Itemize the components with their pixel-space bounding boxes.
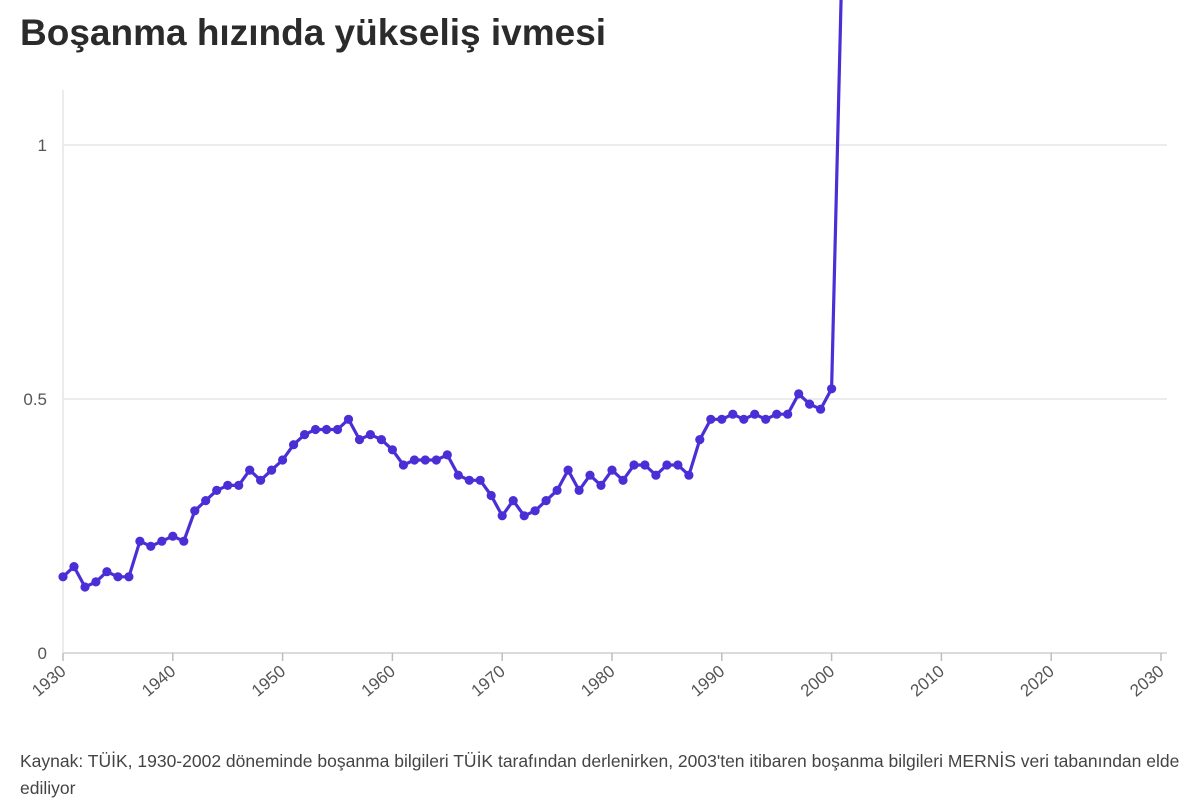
data-point[interactable] bbox=[442, 450, 452, 460]
x-tick-label: 2030 bbox=[1126, 662, 1167, 701]
data-point[interactable] bbox=[267, 465, 277, 475]
data-point[interactable] bbox=[574, 485, 584, 495]
data-point[interactable] bbox=[387, 445, 397, 455]
data-point[interactable] bbox=[190, 506, 200, 516]
data-point[interactable] bbox=[124, 572, 134, 582]
data-point[interactable] bbox=[102, 567, 112, 577]
data-point[interactable] bbox=[816, 404, 826, 414]
data-point[interactable] bbox=[464, 475, 474, 485]
x-tick-label: 1950 bbox=[248, 662, 289, 701]
data-point[interactable] bbox=[486, 490, 496, 501]
x-tick-label: 1940 bbox=[138, 662, 179, 701]
data-point[interactable] bbox=[739, 414, 749, 424]
gridlines bbox=[62, 90, 1167, 654]
data-point[interactable] bbox=[135, 536, 145, 546]
data-point[interactable] bbox=[585, 470, 595, 480]
data-point[interactable] bbox=[289, 440, 299, 450]
data-point[interactable] bbox=[794, 389, 804, 399]
data-point[interactable] bbox=[343, 414, 354, 424]
data-point[interactable] bbox=[332, 424, 343, 435]
data-point[interactable] bbox=[651, 470, 661, 480]
data-point[interactable] bbox=[750, 409, 760, 419]
data-point[interactable] bbox=[684, 470, 694, 480]
x-axis: 1930 1940 1950 1960 1970 1980 1990 2000 2010 2020… bbox=[28, 653, 1168, 701]
data-points bbox=[58, 384, 837, 592]
data-point[interactable] bbox=[552, 485, 562, 495]
data-point[interactable] bbox=[728, 409, 738, 419]
data-point[interactable] bbox=[618, 475, 628, 485]
data-point[interactable] bbox=[354, 435, 365, 445]
x-tick-label: 2020 bbox=[1017, 662, 1058, 701]
data-point[interactable] bbox=[409, 455, 419, 465]
data-point[interactable] bbox=[508, 496, 518, 506]
data-point[interactable] bbox=[783, 409, 793, 419]
data-point[interactable] bbox=[497, 511, 507, 521]
data-point[interactable] bbox=[629, 460, 639, 470]
data-point[interactable] bbox=[365, 430, 375, 440]
series-line bbox=[61, 0, 843, 589]
data-point[interactable] bbox=[398, 460, 408, 470]
source-note: Kaynak: TÜİK, 1930-2002 döneminde boşanm… bbox=[20, 751, 1180, 798]
data-point[interactable] bbox=[300, 430, 310, 440]
data-point[interactable] bbox=[805, 399, 815, 409]
line-chart: 00.511.52 193019401950196019701980199020… bbox=[23, 0, 1168, 701]
data-point[interactable] bbox=[278, 455, 288, 465]
data-point[interactable] bbox=[245, 465, 255, 475]
data-point[interactable] bbox=[168, 531, 178, 541]
data-point[interactable] bbox=[157, 536, 167, 546]
data-point[interactable] bbox=[431, 455, 441, 465]
data-point[interactable] bbox=[179, 536, 189, 546]
x-tick-label: 1990 bbox=[687, 662, 728, 701]
data-point[interactable] bbox=[69, 562, 79, 572]
data-point[interactable] bbox=[146, 541, 156, 551]
chart-title: Boşanma hızında yükseliş ivmesi bbox=[20, 12, 607, 53]
data-point[interactable] bbox=[58, 572, 68, 582]
data-point[interactable] bbox=[453, 470, 463, 480]
data-point[interactable] bbox=[717, 414, 727, 424]
data-point[interactable] bbox=[541, 496, 551, 506]
data-point[interactable] bbox=[475, 475, 485, 485]
x-tick-label: 1930 bbox=[28, 662, 69, 701]
data-point[interactable] bbox=[113, 572, 123, 582]
data-point[interactable] bbox=[761, 414, 771, 424]
x-tick-label: 1970 bbox=[468, 662, 509, 701]
data-point[interactable] bbox=[212, 485, 222, 495]
data-point[interactable] bbox=[321, 424, 332, 435]
data-point[interactable] bbox=[223, 480, 233, 490]
data-point[interactable] bbox=[519, 511, 529, 521]
y-tick-label: 0 bbox=[38, 644, 47, 663]
data-point[interactable] bbox=[673, 460, 683, 470]
x-tick-label: 2000 bbox=[797, 662, 838, 701]
data-point[interactable] bbox=[310, 424, 321, 435]
data-point[interactable] bbox=[695, 435, 705, 445]
series-line bbox=[61, 0, 843, 589]
x-tick-label: 1960 bbox=[358, 662, 399, 701]
data-point[interactable] bbox=[596, 480, 606, 490]
y-tick-label: 1 bbox=[38, 136, 47, 155]
data-point[interactable] bbox=[827, 384, 837, 394]
x-tick-label: 1980 bbox=[577, 662, 618, 701]
data-point[interactable] bbox=[234, 480, 244, 490]
x-tick-label: 2010 bbox=[907, 662, 948, 701]
y-tick-label: 0.5 bbox=[23, 390, 47, 409]
data-point[interactable] bbox=[530, 506, 540, 516]
data-point[interactable] bbox=[640, 460, 650, 470]
data-point[interactable] bbox=[420, 455, 430, 465]
data-point[interactable] bbox=[607, 465, 617, 475]
data-point[interactable] bbox=[256, 475, 266, 485]
y-axis: 00.511.52 bbox=[23, 136, 47, 663]
data-point[interactable] bbox=[563, 465, 573, 475]
data-point[interactable] bbox=[80, 582, 90, 592]
data-point[interactable] bbox=[376, 435, 386, 445]
data-point[interactable] bbox=[706, 414, 716, 424]
data-point[interactable] bbox=[772, 409, 782, 419]
data-point[interactable] bbox=[201, 496, 211, 506]
data-point[interactable] bbox=[662, 460, 672, 470]
data-point[interactable] bbox=[91, 577, 101, 587]
